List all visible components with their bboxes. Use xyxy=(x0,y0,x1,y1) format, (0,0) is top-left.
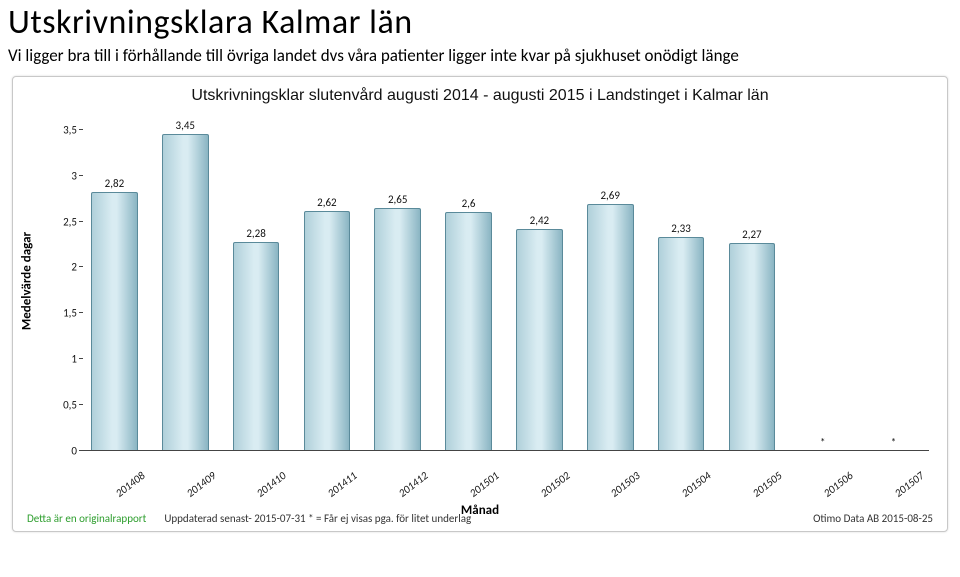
x-tick-label: 201502 xyxy=(538,469,572,500)
y-axis: 00,511,522,533,5 xyxy=(37,111,77,451)
x-tick-label: 201408 xyxy=(113,469,147,500)
plot-inner: 2,82 3,45 2,28 2,62 2,65 2,6 2,42 2,69 2,33 2,27 *… xyxy=(79,111,929,451)
bar xyxy=(91,192,138,451)
plot-area: Medelvärde dagar 00,511,522,533,5 2,823,… xyxy=(79,111,929,451)
x-tick: 201503 xyxy=(575,451,646,482)
page-title: Utskrivningsklara Kalmar län xyxy=(0,0,960,43)
bar-value-label: 2,65 xyxy=(388,193,407,206)
bar-value-label: 2,82 xyxy=(105,177,124,190)
y-tick: 2 xyxy=(37,261,77,274)
x-tick-label: 201410 xyxy=(254,469,288,500)
bar-slot: 2,33 xyxy=(646,111,717,451)
bar-value-label: * xyxy=(891,436,896,449)
bar-slot: 2,82 xyxy=(79,111,150,451)
x-tick-label: 201504 xyxy=(679,469,713,500)
bar-fill xyxy=(658,237,705,451)
bar-slot: 3,45 xyxy=(150,111,221,451)
bar xyxy=(304,211,351,452)
y-tick: 3,5 xyxy=(37,123,77,136)
bar-slot: * xyxy=(787,111,858,451)
x-tick-label: 201501 xyxy=(467,469,501,500)
bars-row: 2,82 3,45 2,28 2,62 2,65 2,6 2,42 2,69 2,33 2,27 *… xyxy=(79,111,929,451)
bar-slot: 2,42 xyxy=(504,111,575,451)
bar-fill xyxy=(445,212,492,451)
chart-title: Utskrivningsklar slutenvård augusti 2014… xyxy=(27,87,933,105)
bar-slot: 2,28 xyxy=(221,111,292,451)
bar-value-label: 2,69 xyxy=(600,189,619,202)
bar-slot: 2,65 xyxy=(362,111,433,451)
x-tick-label: 201507 xyxy=(892,469,926,500)
bar xyxy=(162,134,209,451)
chart-footer: Detta är en originalrapport Uppdaterad s… xyxy=(27,512,933,525)
bar-value-label: 3,45 xyxy=(176,119,195,132)
y-tick: 3 xyxy=(37,169,77,182)
x-tick-label: 201505 xyxy=(750,469,784,500)
bar-value-label: * xyxy=(820,436,825,449)
bar-slot: * xyxy=(858,111,929,451)
x-tick-label: 201412 xyxy=(396,469,430,500)
bar xyxy=(516,229,563,451)
y-tick: 1,5 xyxy=(37,307,77,320)
bar-value-label: 2,62 xyxy=(317,196,336,209)
bar-value-label: 2,28 xyxy=(246,227,265,240)
x-tick-label: 201503 xyxy=(609,469,643,500)
bar-fill xyxy=(374,208,421,452)
y-tick: 2,5 xyxy=(37,215,77,228)
bar-slot: 2,62 xyxy=(291,111,362,451)
bar-fill xyxy=(587,204,634,451)
x-tick: 201505 xyxy=(716,451,787,482)
bar xyxy=(445,212,492,451)
chart-panel: Utskrivningsklar slutenvård augusti 2014… xyxy=(12,76,948,532)
x-tick: 201507 xyxy=(858,451,929,482)
bar-value-label: 2,6 xyxy=(462,197,476,210)
bar-slot: 2,27 xyxy=(716,111,787,451)
bar-slot: 2,69 xyxy=(575,111,646,451)
x-tick: 201504 xyxy=(646,451,717,482)
x-tick-label: 201409 xyxy=(184,469,218,500)
x-tick: 201502 xyxy=(504,451,575,482)
bar-fill xyxy=(233,242,280,452)
bar-fill xyxy=(162,134,209,451)
bar-slot: 2,6 xyxy=(433,111,504,451)
y-tick: 0 xyxy=(37,445,77,458)
bar xyxy=(374,208,421,452)
footer-mid: Uppdaterad senast- 2015-07-31 * = Får ej… xyxy=(164,512,813,525)
bar-fill xyxy=(516,229,563,451)
x-tick: 201412 xyxy=(362,451,433,482)
bar-value-label: 2,33 xyxy=(671,222,690,235)
y-tick: 1 xyxy=(37,353,77,366)
x-tick: 201410 xyxy=(221,451,292,482)
page-subtitle: Vi ligger bra till i förhållande till öv… xyxy=(0,43,940,70)
bar-fill xyxy=(304,211,351,452)
bar-value-label: 2,27 xyxy=(742,228,761,241)
bar-value-label: 2,42 xyxy=(530,214,549,227)
bar xyxy=(729,243,776,452)
bar xyxy=(587,204,634,451)
bar-fill xyxy=(729,243,776,452)
bar xyxy=(658,237,705,451)
x-tick: 201506 xyxy=(787,451,858,482)
x-tick: 201409 xyxy=(150,451,221,482)
y-tick: 0,5 xyxy=(37,399,77,412)
bar xyxy=(233,242,280,452)
x-tick: 201501 xyxy=(433,451,504,482)
x-tick: 201408 xyxy=(79,451,150,482)
footer-right: Otimo Data AB 2015-08-25 xyxy=(813,512,933,525)
bar-fill xyxy=(91,192,138,451)
x-tick: 201411 xyxy=(291,451,362,482)
footer-left: Detta är en originalrapport xyxy=(27,512,146,525)
x-tick-label: 201506 xyxy=(821,469,855,500)
y-axis-label: Medelvärde dagar xyxy=(20,232,35,330)
x-ticks: 2014082014092014102014112014122015012015… xyxy=(79,451,929,482)
x-tick-label: 201411 xyxy=(325,469,359,500)
